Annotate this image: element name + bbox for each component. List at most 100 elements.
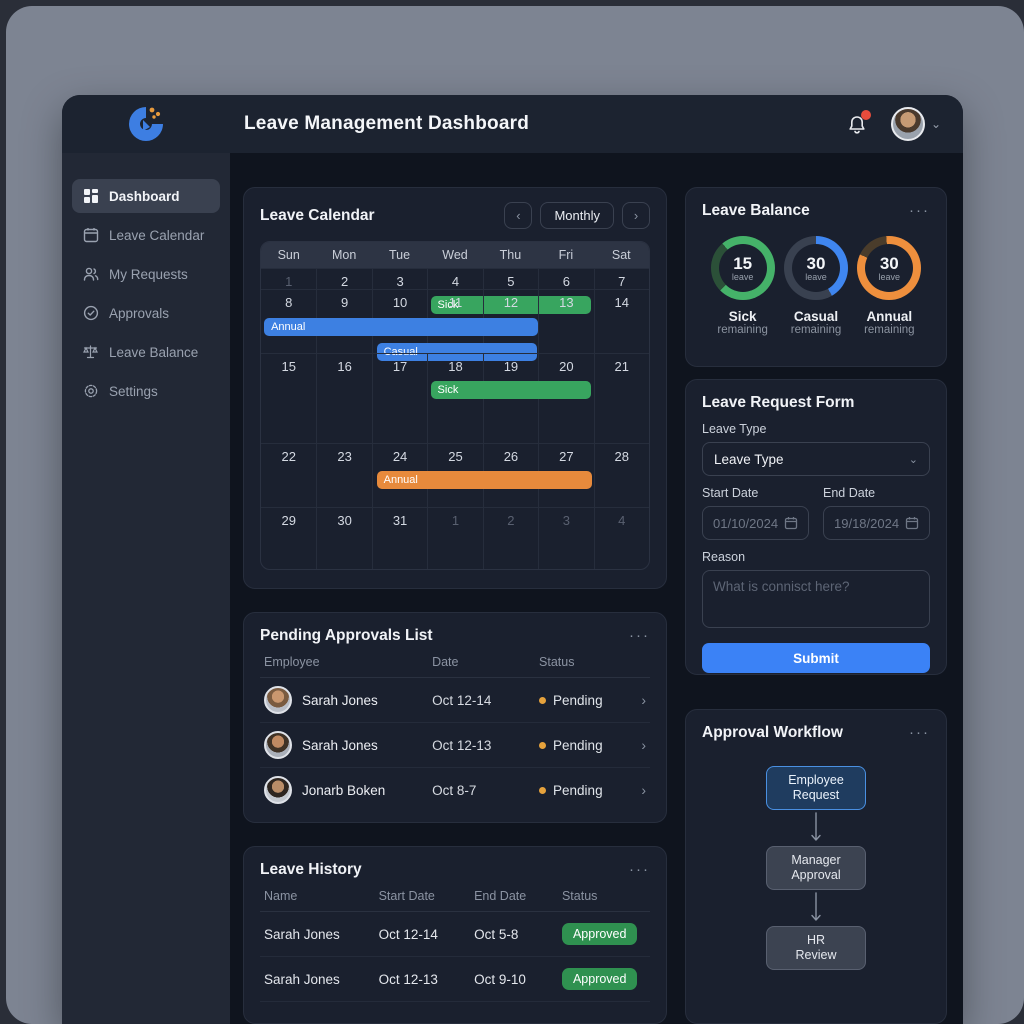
calendar-day-cell[interactable]: 29 — [281, 513, 296, 528]
history-start-date: Oct 12-13 — [378, 971, 438, 987]
calendar-prev-button[interactable]: ‹ — [504, 202, 533, 229]
calendar-day-cell[interactable]: 5 — [482, 269, 538, 289]
end-date-label: End Date — [823, 486, 876, 500]
calendar-event-sick[interactable]: Sick — [430, 296, 591, 314]
calendar-day-cell[interactable]: 24 — [371, 444, 427, 507]
history-start-date: Oct 12-14 — [378, 926, 438, 942]
notifications-button[interactable] — [847, 109, 871, 135]
sidebar-item-my-requests[interactable]: My Requests — [72, 257, 220, 291]
sidebar-item-label: Dashboard — [109, 188, 180, 204]
workflow-step-employee-request[interactable]: Employee Request — [766, 766, 866, 810]
calendar-event-sick[interactable]: Sick — [430, 381, 591, 399]
grid-icon — [82, 188, 99, 205]
donut-label: Casual — [793, 309, 839, 324]
users-icon — [82, 266, 99, 283]
sidebar-item-approvals[interactable]: Approvals — [72, 296, 220, 330]
workflow-title: Approval Workflow — [702, 724, 843, 741]
leave-balance-title: Leave Balance — [702, 202, 810, 219]
sidebar-item-dashboard[interactable]: Dashboard — [72, 179, 220, 213]
main-content: Leave Calendar ‹ Monthly › Sun Mon Tue Wed T… — [230, 153, 963, 1024]
workflow-arrow-icon — [810, 890, 822, 926]
end-date-input[interactable]: 19/18/2024 — [823, 506, 930, 540]
calendar-day-cell[interactable]: 4 — [427, 269, 482, 289]
employee-name: Sarah Jones — [302, 692, 378, 708]
calendar-day-header: Wed — [442, 248, 468, 262]
calendar-event-casual[interactable]: Casual — [376, 343, 538, 361]
calendar-day-cell[interactable]: 8 — [285, 295, 293, 310]
donut-unit: leave — [878, 271, 901, 282]
chevron-right-icon: › — [641, 692, 646, 708]
pending-approval-row[interactable]: Jonarb Boken Oct 8-7 Pending › — [260, 768, 650, 812]
workflow-step-manager-approval[interactable]: Manager Approval — [766, 846, 866, 890]
leave-type-select[interactable]: Leave Type ⌄ — [702, 442, 930, 476]
start-date-label: Start Date — [702, 486, 759, 500]
calendar-day-cell[interactable]: 28 — [593, 444, 649, 507]
donut-unit: leave — [805, 271, 827, 282]
pending-approval-row[interactable]: Sarah Jones Oct 12-14 Pending › — [260, 678, 650, 723]
more-options-icon[interactable]: ··· — [629, 861, 650, 878]
reason-label: Reason — [702, 550, 746, 564]
calendar-day-cell[interactable]: 3 — [538, 508, 593, 569]
calendar-day-headers: Sun Mon Tue Wed Thu Fri Sat — [261, 242, 649, 268]
donut-sublabel: remaining — [864, 324, 915, 336]
donut-label: Annual — [866, 309, 913, 324]
sidebar-item-label: Settings — [109, 383, 158, 399]
calendar-day-header: Mon — [331, 248, 357, 262]
calendar-view-button[interactable]: Monthly — [540, 202, 614, 229]
sidebar-item-leave-balance[interactable]: Leave Balance — [72, 335, 220, 369]
donut-sublabel: remaining — [790, 324, 842, 336]
user-menu[interactable]: ⌄ — [890, 107, 941, 141]
calendar-day-cell[interactable]: 17 — [371, 354, 427, 443]
calendar-day-cell[interactable]: 21 — [593, 354, 649, 443]
more-options-icon[interactable]: ··· — [909, 202, 930, 219]
calendar-day-cell[interactable]: 22 — [281, 449, 296, 464]
calendar-next-button[interactable]: › — [622, 202, 650, 229]
calendar-day-cell[interactable]: 23 — [316, 444, 371, 507]
sidebar-item-settings[interactable]: Settings — [72, 374, 220, 408]
workflow-step-hr-review[interactable]: HR Review — [766, 926, 866, 970]
reason-textarea[interactable]: What is connisct here? — [702, 570, 930, 628]
pending-dot-icon — [539, 786, 547, 794]
workflow-arrow-icon — [810, 810, 822, 846]
employee-avatar — [264, 776, 292, 804]
submit-button[interactable]: Submit — [702, 643, 930, 673]
chevron-down-icon: ⌄ — [908, 453, 918, 466]
calendar-event-annual[interactable]: Annual — [376, 471, 593, 489]
calendar-day-cell[interactable]: 1 — [285, 274, 293, 289]
more-options-icon[interactable]: ··· — [629, 627, 650, 644]
donut-ring: 30 leave — [783, 236, 848, 300]
calendar-day-cell[interactable]: 18 — [427, 354, 482, 443]
chevron-down-icon: ⌄ — [930, 117, 941, 131]
gear-icon — [82, 383, 99, 400]
calendar-event-annual[interactable]: Annual — [264, 318, 539, 336]
leave-history-card: Leave History ··· Name Start Date End Da… — [243, 846, 667, 1024]
calendar-week: 22 23 24 25 26 27 28 Annual — [261, 443, 649, 507]
scale-icon — [82, 344, 99, 361]
calendar-day-header: Fri — [558, 248, 574, 262]
calendar-day-cell[interactable]: 1 — [427, 508, 482, 569]
pending-approval-row[interactable]: Sarah Jones Oct 12-13 Pending › — [260, 723, 650, 768]
calendar-day-cell[interactable]: 2 — [482, 508, 538, 569]
calendar-day-cell[interactable]: 13 — [538, 290, 593, 353]
calendar-day-cell[interactable]: 14 — [593, 290, 649, 353]
sidebar-item-leave-calendar[interactable]: Leave Calendar — [72, 218, 220, 252]
calendar-day-cell[interactable]: 2 — [316, 269, 371, 289]
more-options-icon[interactable]: ··· — [909, 724, 930, 741]
calendar-day-cell[interactable]: 31 — [371, 508, 427, 569]
request-date: Oct 12-14 — [432, 692, 492, 708]
leave-balance-donut-casual: 30 leave Casual remaining — [779, 236, 852, 336]
calendar-icon — [905, 517, 919, 530]
calendar-day-cell[interactable]: 3 — [371, 269, 427, 289]
history-end-date: Oct 5-8 — [474, 926, 519, 942]
donut-unit: leave — [731, 271, 754, 282]
calendar-day-cell[interactable]: 16 — [316, 354, 371, 443]
leave-balance-donut-sick: 15 leave Sick remaining — [706, 236, 779, 336]
calendar-day-header: Tue — [389, 248, 411, 262]
calendar-day-cell[interactable]: 30 — [316, 508, 371, 569]
calendar-day-cell[interactable]: 7 — [593, 269, 649, 289]
calendar-day-cell[interactable]: 6 — [538, 269, 593, 289]
calendar-day-cell[interactable]: 4 — [593, 508, 649, 569]
start-date-input[interactable]: 01/10/2024 — [702, 506, 809, 540]
calendar-title: Leave Calendar — [260, 206, 375, 224]
calendar-day-cell[interactable]: 15 — [281, 359, 296, 374]
